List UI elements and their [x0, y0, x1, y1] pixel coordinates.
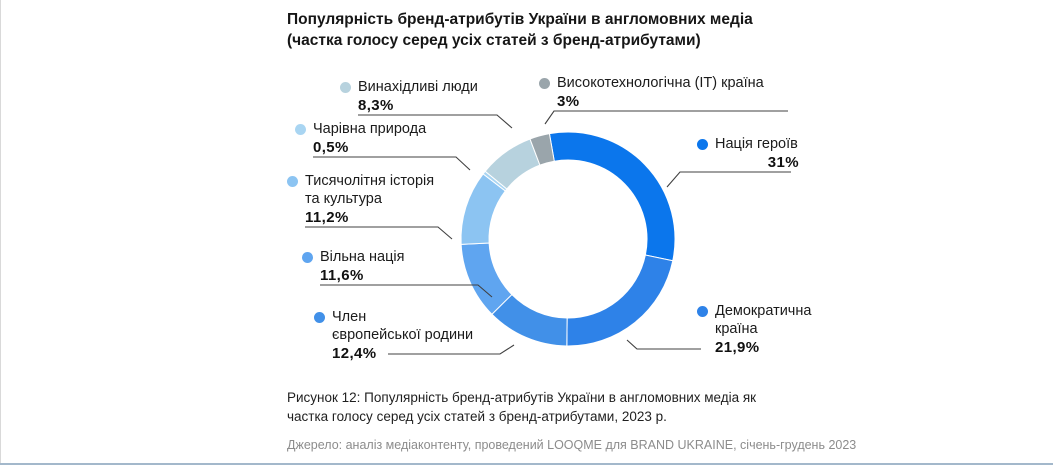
legend-label: Вільна нація [320, 249, 405, 265]
connector-line-eu-family-member [388, 344, 515, 355]
donut-slice-1 [566, 254, 674, 347]
legend-bullet-democratic-country [697, 306, 708, 317]
legend-bullet-millennial-history [287, 176, 298, 187]
legend-value: 0,5% [313, 139, 349, 156]
legend-item-inventive-people: Винахідливі люди 8,3% [340, 78, 478, 114]
legend-value: 21,9% [715, 339, 760, 356]
legend-item-free-nation: Вільна нація 11,6% [302, 248, 404, 284]
legend-bullet-free-nation [302, 252, 313, 263]
legend-value: 11,2% [305, 209, 349, 226]
connector-lines [305, 110, 791, 355]
chart-title-line-2: (частка голосу серед усіх статей з бренд… [287, 32, 701, 49]
legend-label: Нація героїв [715, 136, 798, 152]
legend-value: 31% [767, 154, 799, 171]
donut-slices [460, 131, 676, 347]
donut-slice-7 [529, 133, 555, 166]
connector-line-millennial-history [305, 226, 453, 240]
legend-value: 12,4% [332, 345, 377, 362]
legend-label: Винахідливі люди [358, 79, 478, 95]
legend-value: 8,3% [358, 97, 394, 114]
figure-caption: Рисунок 12: Популярність бренд-атрибутів… [287, 390, 757, 424]
legend-bullet-magic-nature [295, 124, 306, 135]
donut-slice-0 [548, 131, 676, 262]
legend-value: 3% [557, 93, 580, 110]
page-left-border [0, 0, 1, 465]
connector-line-magic-nature [313, 156, 471, 171]
connector-line-free-nation [320, 284, 493, 298]
legend-bullet-inventive-people [340, 82, 351, 93]
legend-label-line-2: та культура [305, 191, 382, 207]
legend-item-democratic-country: Демократична країна 21,9% [697, 302, 811, 356]
legend-item-magic-nature: Чарівна природа 0,5% [295, 120, 426, 156]
legend-item-heroes-nation: Нація героїв 31% [697, 135, 799, 171]
connector-line-heroes-nation [666, 171, 791, 188]
chart-title: Популярність бренд-атрибутів України в а… [287, 9, 753, 51]
legend-item-it-country: Високотехнологічна (ІТ) країна 3% [539, 74, 764, 110]
legend-label-line-1: Тисячолітня історія [305, 173, 435, 189]
legend-label-line-2: європейської родини [332, 327, 474, 343]
legend-label: Високотехнологічна (ІТ) країна [557, 75, 764, 91]
legend-item-eu-family-member: Член європейської родини 12,4% [314, 308, 473, 362]
legend-bullet-it-country [539, 78, 550, 89]
legend-value: 11,6% [320, 267, 364, 284]
chart-title-line-1: Популярність бренд-атрибутів України в а… [287, 11, 753, 28]
connector-line-it-country [544, 110, 788, 125]
legend-label-line-1: Член [332, 309, 367, 325]
legend-bullet-eu-family-member [314, 312, 325, 323]
legend-label-line-1: Демократична [715, 303, 812, 319]
legend-label-line-2: країна [715, 321, 758, 337]
legend-item-millennial-history: Тисячолітня історія та культура 11,2% [287, 172, 434, 226]
connector-line-inventive-people [358, 114, 513, 129]
figure-source: Джерело: аналіз медіаконтенту, проведени… [287, 438, 857, 452]
page-bottom-border [0, 463, 1053, 465]
legend-bullet-heroes-nation [697, 139, 708, 150]
connector-line-democratic-country [626, 339, 701, 350]
legend-label: Чарівна природа [313, 121, 427, 137]
